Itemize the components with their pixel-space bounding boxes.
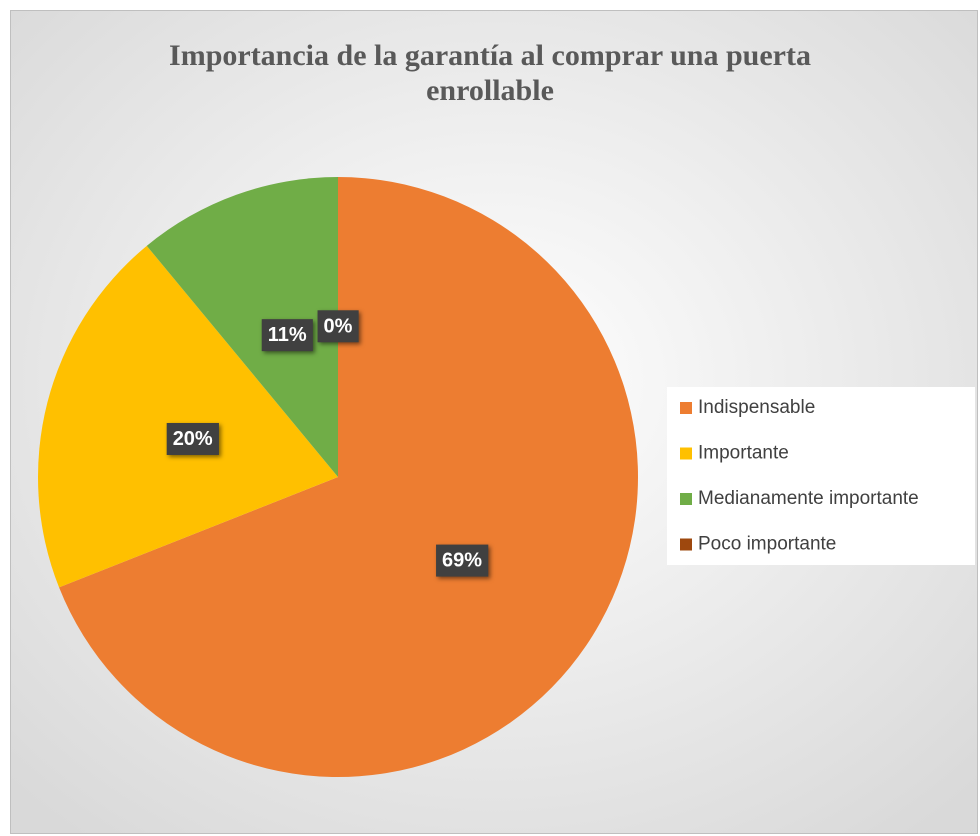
legend-label: Medianamente importante	[698, 488, 919, 509]
chart-title: Importancia de la garantía al comprar un…	[169, 39, 811, 107]
legend-swatch	[680, 447, 692, 460]
legend-box	[667, 387, 975, 565]
legend-label: Indispensable	[698, 397, 815, 418]
data-label-box	[261, 319, 313, 352]
data-label-box	[317, 310, 359, 343]
pie-slice	[146, 177, 338, 477]
data-label-box	[166, 422, 219, 455]
data-label: 69%	[442, 550, 482, 572]
pie-slice	[37, 245, 338, 588]
pie-slice	[59, 177, 638, 777]
data-label-box	[436, 544, 489, 577]
legend-swatch	[680, 402, 692, 414]
legend-label: Importante	[698, 443, 789, 464]
data-label: 0%	[324, 315, 353, 337]
data-label: 20%	[173, 428, 213, 450]
data-label: 11%	[268, 324, 307, 346]
legend-label: Poco importante	[698, 534, 836, 555]
legend-swatch	[680, 538, 692, 551]
legend-swatch	[680, 493, 692, 505]
